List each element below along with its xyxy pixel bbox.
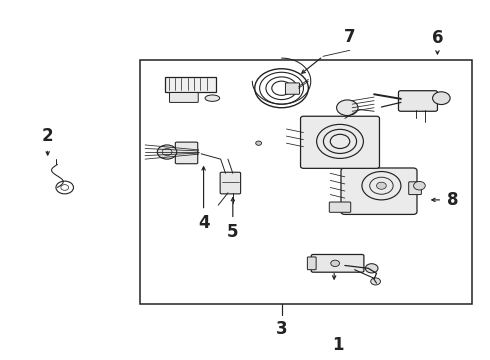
Circle shape [371, 278, 380, 285]
Circle shape [337, 100, 358, 116]
Text: 2: 2 [42, 127, 53, 145]
FancyBboxPatch shape [300, 116, 379, 168]
FancyBboxPatch shape [341, 168, 417, 215]
FancyBboxPatch shape [398, 91, 438, 111]
FancyBboxPatch shape [311, 255, 364, 272]
Bar [165, 77, 216, 92]
Text: 3: 3 [276, 320, 287, 338]
Circle shape [366, 264, 378, 273]
Bar [140, 60, 471, 305]
Text: 5: 5 [227, 223, 239, 241]
Text: 6: 6 [432, 30, 443, 48]
FancyBboxPatch shape [409, 182, 421, 194]
FancyBboxPatch shape [170, 93, 198, 102]
Text: 4: 4 [198, 214, 209, 232]
Circle shape [414, 181, 425, 190]
FancyBboxPatch shape [286, 83, 299, 94]
Ellipse shape [205, 95, 220, 102]
Circle shape [157, 145, 177, 159]
Circle shape [256, 141, 262, 145]
FancyBboxPatch shape [307, 257, 316, 270]
Text: 1: 1 [332, 336, 343, 354]
FancyBboxPatch shape [220, 172, 241, 194]
FancyBboxPatch shape [329, 202, 351, 212]
Circle shape [376, 182, 386, 189]
FancyBboxPatch shape [175, 142, 198, 164]
Circle shape [433, 92, 450, 104]
Text: 8: 8 [447, 191, 459, 209]
Circle shape [331, 260, 340, 266]
Text: 7: 7 [344, 28, 356, 46]
